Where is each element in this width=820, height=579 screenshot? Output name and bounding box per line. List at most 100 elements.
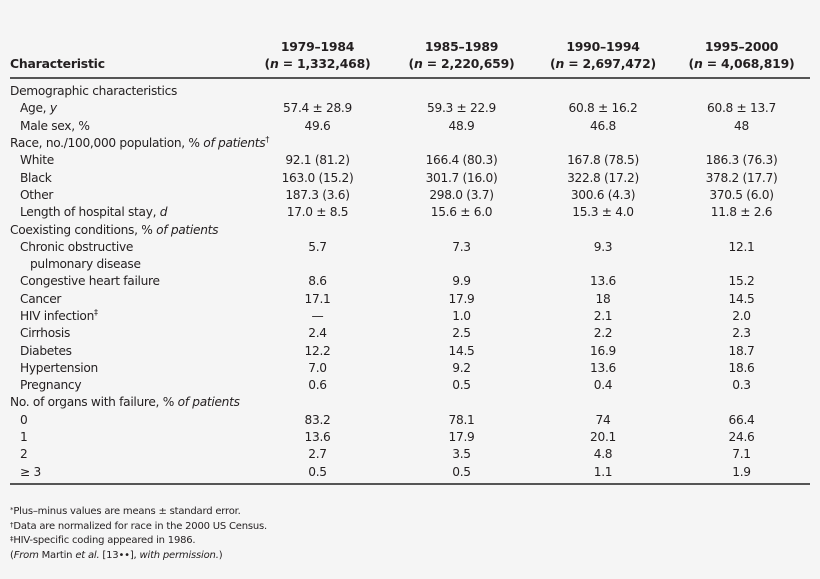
cell-value: 16.9 [590,343,616,358]
section-label: Demographic characteristics [10,84,178,99]
cell-value: 11.8 ± 2.6 [710,205,773,220]
cell-value: 322.8 (17.2) [567,170,639,185]
table-row: Hypertension 7.0 9.2 13.6 18.6 [10,360,810,377]
header-characteristic: Characteristic [10,38,245,79]
row-label: 0 [20,412,28,427]
table-row: Male sex, % 49.6 48.9 46.8 48 [10,118,810,135]
cell-value: 46.8 [590,118,616,133]
cell-value: 0.6 [308,378,327,393]
table-row-continuation: pulmonary disease [10,256,810,273]
table-row: ≥ 3 0.5 0.5 1.1 1.9 [10,463,810,485]
period-years: 1995–2000 [704,39,779,54]
cell-value: 83.2 [304,412,331,427]
cell-value: 14.5 [448,343,475,358]
cell-value: 13.6 [590,274,616,289]
cell-value: 57.4 ± 28.9 [283,101,352,116]
cell-value: 17.9 [448,291,475,306]
cell-value: 167.8 (78.5) [567,153,639,168]
row-label: Congestive heart failure [20,274,160,289]
cell-value: 5.7 [308,239,327,254]
cell-value: 1.0 [452,309,471,323]
cell-value: 8.6 [308,274,327,289]
cell-value: 2.0 [732,309,751,323]
cell-value: 370.5 (6.0) [709,187,774,202]
section-label: Race, no./100,000 population, % of patie… [10,135,270,151]
row-label: Black [20,170,52,185]
data-table: Characteristic 1979–1984 (n = 1,332,468)… [10,38,810,485]
cell-value: 17.1 [304,291,331,306]
table-row: Cancer 17.1 17.9 18 14.5 [10,291,810,308]
table-row: White 92.1 (81.2) 166.4 (80.3) 167.8 (78… [10,152,810,169]
cell-value: 48 [734,118,749,133]
footnote-standard-error: *Plus–minus values are means ± standard … [10,506,241,517]
row-label: White [20,153,54,168]
row-label: Cancer [20,291,62,306]
table-row: HIV infection‡ — 1.0 2.1 2.0 [10,308,810,325]
cell-value: 4.8 [593,447,613,462]
cell-value: 186.3 (76.3) [705,153,778,168]
row-label: Age, y [20,101,57,116]
cell-value: 2.3 [732,326,751,341]
row-label: Other [20,187,54,202]
table-row: 0 83.2 78.1 74 66.4 [10,412,810,429]
cell-value: 17.0 ± 8.5 [286,205,349,220]
cell-value: 18.7 [728,343,755,358]
cell-value: 301.7 (16.0) [425,170,498,185]
period-n: (n = 2,697,472) [550,56,656,71]
header-period-1: 1979–1984 (n = 1,332,468) [245,38,390,79]
section-label: No. of organs with failure, % of patient… [10,395,240,410]
cell-value: 1.1 [533,463,673,485]
cell-value: 78.1 [448,412,475,427]
row-label: 2 [20,447,28,462]
table-row: Age, y 57.4 ± 28.9 59.3 ± 22.9 60.8 ± 16… [10,100,810,117]
row-label: Pregnancy [20,378,82,393]
cell-value: 18 [595,291,611,306]
cell-value: 24.6 [728,430,755,445]
row-label-continuation: pulmonary disease [30,257,141,272]
cell-value: 2.1 [593,309,613,323]
row-label: Chronic obstructive [20,239,134,254]
cell-value: 7.1 [732,447,751,462]
section-label: Coexisting conditions, % of patients [10,222,219,237]
table-row: Cirrhosis 2.4 2.5 2.2 2.3 [10,325,810,342]
cell-value: 15.3 ± 4.0 [572,205,634,220]
row-label: Hypertension [20,360,98,375]
table-row: 1 13.6 17.9 20.1 24.6 [10,429,810,446]
header-row: Characteristic 1979–1984 (n = 1,332,468)… [10,38,810,79]
table-row: Congestive heart failure 8.6 9.9 13.6 15… [10,273,810,290]
double-dagger-footnote-mark: ‡ [94,308,98,317]
footnote-race-normalization: †Data are normalized for race in the 200… [10,520,268,532]
cell-value: 378.2 (17.7) [705,170,778,185]
cell-value: 0.5 [390,463,533,485]
section-row-organs: No. of organs with failure, % of patient… [10,394,810,411]
footnotes: *Plus–minus values are means ± standard … [10,505,267,563]
section-row-demographic: Demographic characteristics [10,78,810,100]
section-row-race: Race, no./100,000 population, % of patie… [10,135,810,152]
row-label: Male sex, % [20,118,90,133]
cell-value: 9.9 [452,274,471,289]
cell-value: 15.6 ± 6.0 [430,205,493,220]
cell-value: 66.4 [728,412,755,427]
cell-value: 7.3 [452,239,471,254]
period-years: 1979–1984 [280,39,355,54]
period-n: (n = 4,068,819) [688,56,795,71]
cell-value: 2.4 [308,326,327,341]
cell-value: 12.2 [304,343,331,358]
cell-value: 0.5 [452,378,471,393]
section-row-coexisting: Coexisting conditions, % of patients [10,221,810,238]
table-row: Chronic obstructive 5.7 7.3 9.3 12.1 [10,239,810,256]
cell-value: 300.6 (4.3) [570,187,636,202]
table-row: 2 2.7 3.5 4.8 7.1 [10,446,810,463]
header-period-3: 1990–1994 (n = 2,697,472) [533,38,673,79]
period-years: 1985–1989 [424,39,499,54]
table-row: Black 163.0 (15.2) 301.7 (16.0) 322.8 (1… [10,169,810,186]
table-row: Other 187.3 (3.6) 298.0 (3.7) 300.6 (4.3… [10,187,810,204]
cell-value: 7.0 [308,360,327,375]
cell-value: 13.6 [304,430,331,445]
cell-value: 2.2 [593,326,613,341]
cell-value: 9.2 [452,360,471,375]
cell-value: 15.2 [728,274,755,289]
cell-value: 9.3 [593,239,613,254]
cell-value: 14.5 [728,291,755,306]
cell-value: — [311,309,324,323]
